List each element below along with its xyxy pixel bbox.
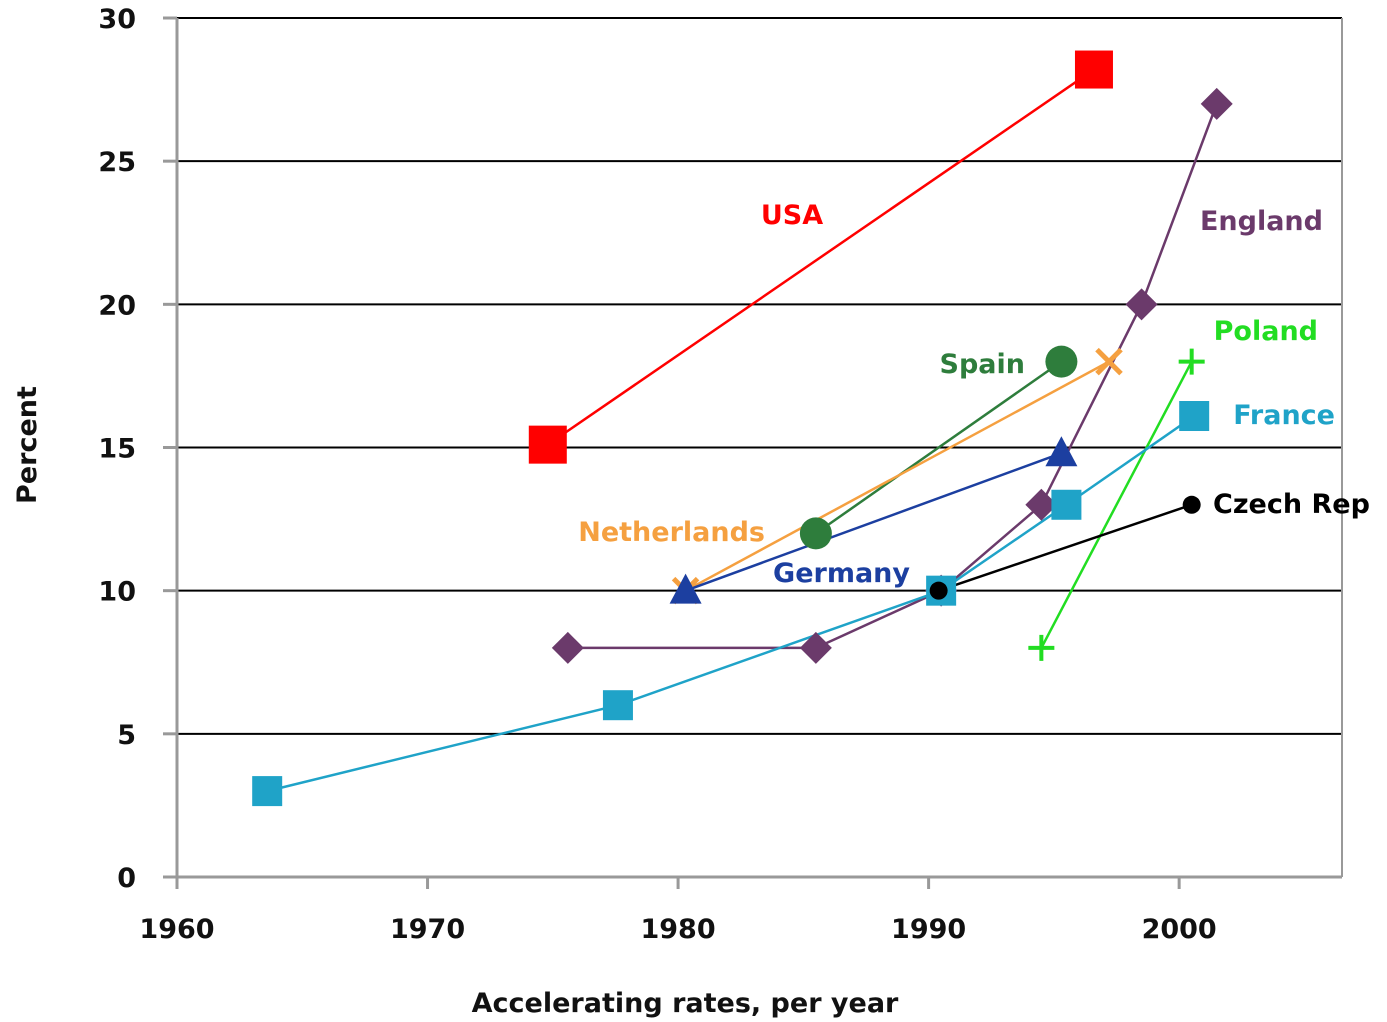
y-axis-title: Percent [12, 386, 43, 504]
data-point [1025, 488, 1058, 521]
data-point [799, 631, 832, 664]
data-point [551, 631, 584, 664]
series-markers-poland [1028, 348, 1205, 661]
series-line-england [567, 103, 1218, 650]
y-tick-label: 0 [117, 863, 136, 894]
series-line-czech-rep [938, 503, 1193, 592]
series-markers [252, 50, 1233, 807]
series-label-germany: Germany [773, 558, 910, 589]
data-point [1028, 634, 1055, 661]
series-markers-germany [669, 436, 1078, 604]
data-point [1045, 436, 1078, 467]
series-line-netherlands [684, 360, 1110, 592]
data-point [1095, 347, 1123, 376]
data-point [1178, 348, 1205, 375]
data-point [669, 573, 702, 604]
data-point [799, 517, 832, 550]
series-line-germany [685, 452, 1062, 592]
y-tick-label: 30 [98, 4, 136, 35]
series-line-poland [1040, 361, 1193, 649]
data-point [1125, 288, 1158, 321]
series-line-usa [547, 68, 1095, 446]
data-point [1045, 345, 1078, 378]
series-labels: USA England Poland Spain Netherlands France Cz… [578, 200, 1370, 589]
data-point [1074, 50, 1113, 89]
series-markers-usa [528, 50, 1113, 464]
series-label-france: France [1233, 400, 1335, 431]
series-line-france [266, 414, 1195, 793]
y-tick-label: 25 [98, 147, 136, 178]
series-markers-czech-rep [929, 495, 1201, 600]
series-line-spain [815, 360, 1063, 535]
y-tick-label: 5 [117, 720, 136, 751]
data-point [1200, 87, 1233, 120]
y-tick-label: 15 [98, 434, 136, 465]
x-tick-label: 1960 [139, 914, 214, 945]
data-point [929, 581, 948, 600]
series-label-poland: Poland [1214, 316, 1318, 347]
y-tick-label: 10 [98, 577, 136, 608]
x-tick-label: 1980 [640, 914, 715, 945]
data-point [528, 425, 567, 464]
data-point [252, 776, 283, 807]
series-label-usa: USA [761, 200, 823, 231]
y-tick-labels: 0 5 10 15 20 25 30 [98, 4, 136, 894]
series-lines [266, 68, 1218, 793]
data-point [602, 690, 633, 721]
series-label-england: England [1200, 206, 1323, 237]
series-label-netherlands: Netherlands [578, 517, 765, 548]
y-tick-label: 20 [98, 290, 136, 321]
x-tick-label: 2000 [1142, 914, 1217, 945]
axes [163, 16, 1343, 889]
series-markers-spain [799, 345, 1078, 550]
series-label-spain: Spain [940, 349, 1025, 380]
x-axis-title: Accelerating rates, per year [472, 988, 899, 1019]
x-tick-label: 1970 [390, 914, 465, 945]
series-label-czech-rep: Czech Rep [1213, 489, 1370, 520]
gridlines [177, 17, 1342, 735]
data-point [1182, 495, 1201, 514]
x-tick-label: 1990 [891, 914, 966, 945]
x-tick-labels: 1960 1970 1980 1990 2000 [139, 914, 1216, 945]
data-point [1179, 401, 1210, 432]
data-point [1051, 489, 1082, 520]
